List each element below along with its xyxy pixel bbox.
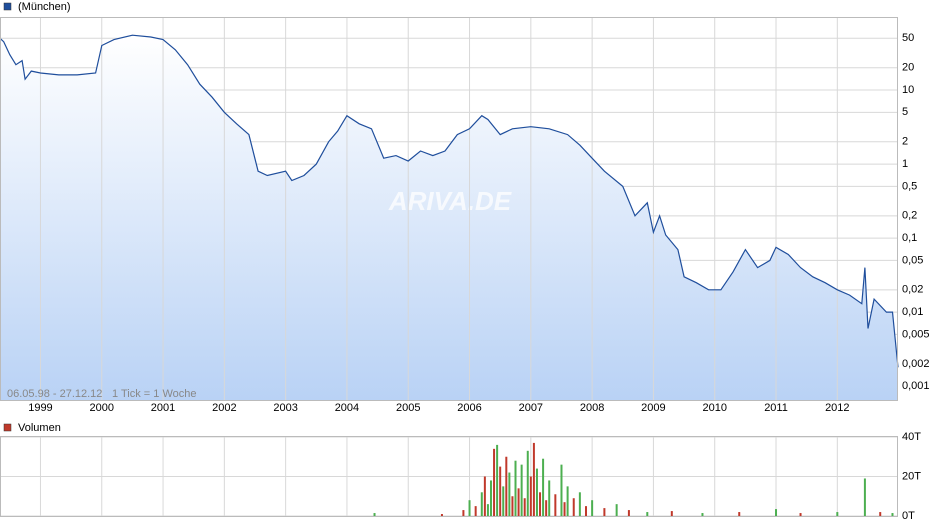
volume-bar — [517, 488, 520, 516]
y-tick-label: 20T — [902, 470, 921, 482]
x-tick-label: 2011 — [764, 402, 788, 414]
volume-bar — [615, 504, 618, 516]
x-tick-label: 2002 — [212, 402, 236, 414]
x-tick-label: 2012 — [825, 402, 849, 414]
x-tick-label: 2001 — [151, 402, 175, 414]
volume-bar — [591, 500, 594, 516]
volume-bar — [468, 500, 471, 516]
plot-border — [0, 17, 898, 401]
watermark: ARIVA.DE — [388, 186, 512, 216]
volume-bar — [836, 512, 839, 516]
volume-bar — [548, 480, 551, 516]
y-tick-label: 2 — [902, 136, 908, 148]
volume-bar — [373, 513, 376, 516]
y-tick-label: 20 — [902, 62, 914, 74]
volume-bar — [535, 468, 538, 516]
y-tick-label: 0,2 — [902, 210, 917, 222]
volume-bar — [554, 494, 557, 516]
volume-bar — [670, 511, 673, 516]
volume-bar — [603, 508, 606, 516]
legend-label: Volumen — [18, 422, 61, 434]
volume-bar — [701, 513, 704, 516]
legend-swatch — [3, 423, 12, 432]
volume-bar — [775, 509, 778, 516]
legend-label: (München) — [18, 1, 71, 13]
y-tick-label: 0,5 — [902, 180, 917, 192]
plot-border — [0, 436, 898, 517]
volume-bar — [462, 510, 465, 516]
volume-bar — [572, 498, 575, 516]
x-tick-label: 2008 — [580, 402, 604, 414]
volume-bar — [496, 444, 499, 516]
y-tick-label: 1 — [902, 158, 908, 170]
x-tick-label: 2003 — [273, 402, 297, 414]
volume-bar — [799, 513, 802, 516]
volume-bar — [499, 466, 502, 516]
x-tick-label: 2007 — [519, 402, 543, 414]
volume-bar — [486, 504, 489, 516]
volume-bar — [480, 492, 483, 516]
y-tick-label: 0,005 — [902, 328, 930, 340]
volume-bar — [560, 464, 563, 516]
volume-bar — [489, 480, 492, 516]
y-tick-label: 0,002 — [902, 358, 930, 370]
volume-bar — [646, 512, 649, 516]
volume-bar — [863, 478, 866, 516]
volume-bar — [545, 500, 548, 516]
y-tick-label: 0,001 — [902, 380, 930, 392]
volume-bar — [627, 510, 630, 516]
volume-bar — [532, 442, 535, 516]
volume-bar — [879, 512, 882, 516]
volume-bar — [505, 456, 508, 516]
legend-swatch — [3, 2, 12, 11]
x-tick-label: 2005 — [396, 402, 420, 414]
y-tick-label: 0,05 — [902, 254, 923, 266]
volume-bar — [508, 472, 511, 516]
x-tick-label: 2010 — [702, 402, 726, 414]
volume-bar — [738, 512, 741, 516]
volume-bar — [526, 450, 529, 516]
tick-note: 1 Tick = 1 Woche — [112, 388, 196, 400]
y-tick-label: 40T — [902, 431, 921, 443]
x-tick-label: 1999 — [28, 402, 52, 414]
y-tick-label: 0,1 — [902, 232, 917, 244]
volume-bar — [563, 502, 566, 516]
volume-bar — [440, 514, 443, 516]
volume-bar — [511, 496, 514, 516]
volume-bar — [514, 460, 517, 516]
volume-bar — [502, 486, 505, 516]
volume-bar — [483, 476, 486, 516]
y-tick-label: 0,01 — [902, 306, 923, 318]
x-tick-label: 2004 — [335, 402, 359, 414]
y-tick-label: 50 — [902, 32, 914, 44]
volume-bar — [566, 486, 569, 516]
volume-bar — [474, 506, 477, 516]
volume-bar — [523, 498, 526, 516]
range-note: 06.05.98 - 27.12.12 — [7, 388, 102, 400]
volume-bar — [584, 506, 587, 516]
volume-bar — [891, 513, 894, 516]
x-tick-label: 2009 — [641, 402, 665, 414]
volume-bar — [529, 476, 532, 516]
volume-bar — [578, 492, 581, 516]
y-tick-label: 10 — [902, 84, 914, 96]
y-tick-label: 5 — [902, 106, 908, 118]
volume-bar — [520, 464, 523, 516]
volume-bar — [542, 458, 545, 516]
x-tick-label: 2000 — [90, 402, 114, 414]
price-line — [0, 34, 899, 368]
y-tick-label: 0T — [902, 510, 915, 522]
x-tick-label: 2006 — [457, 402, 481, 414]
volume-bar — [493, 448, 496, 516]
volume-bar — [539, 492, 542, 516]
y-tick-label: 0,02 — [902, 284, 923, 296]
